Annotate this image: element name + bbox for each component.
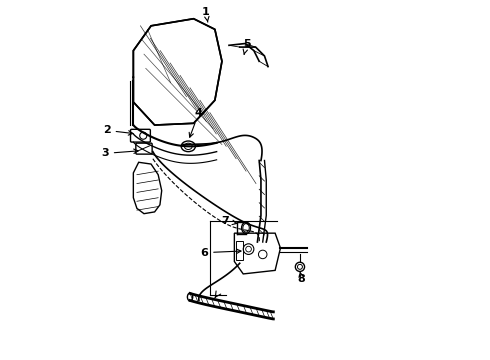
Text: 3: 3 [101, 148, 138, 158]
Text: 5: 5 [243, 39, 250, 54]
Text: 6: 6 [200, 248, 241, 258]
Text: 4: 4 [189, 108, 203, 137]
Text: 1: 1 [202, 6, 210, 22]
Bar [236, 241, 243, 260]
Text: 2: 2 [103, 125, 133, 135]
Text: 7: 7 [221, 216, 237, 226]
Text: 8: 8 [298, 271, 306, 284]
